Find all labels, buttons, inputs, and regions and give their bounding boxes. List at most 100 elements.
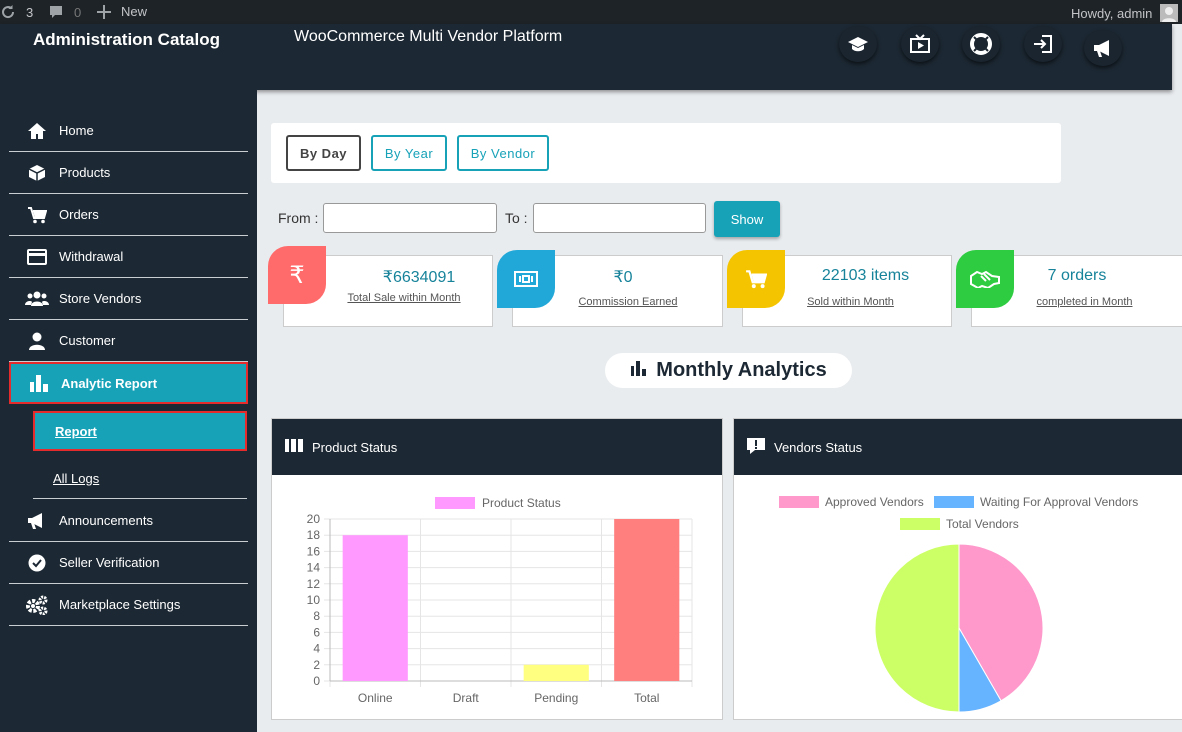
sidebar-item-marketplace-settings[interactable]: Marketplace Settings xyxy=(9,584,248,626)
submenu-item-report[interactable]: Report xyxy=(33,411,247,451)
show-button[interactable]: Show xyxy=(714,201,780,237)
y-tick-label: 18 xyxy=(307,528,321,542)
greeting: Howdy, admin xyxy=(1071,5,1153,21)
bar-chart-icon xyxy=(630,359,648,382)
legend-label: Product Status xyxy=(482,496,561,510)
y-tick-label: 12 xyxy=(307,577,321,591)
y-tick-label: 0 xyxy=(313,674,320,688)
stat-label[interactable]: Total Sale within Month xyxy=(347,292,461,304)
stat-value: 22103 items xyxy=(821,267,910,284)
comments-count: 0 xyxy=(74,4,82,20)
bar-chart-icon xyxy=(25,374,53,392)
x-tick-label: Online xyxy=(358,691,393,705)
legend-swatch xyxy=(435,497,475,509)
tab-by-day[interactable]: By Day xyxy=(286,135,361,171)
stat-label[interactable]: Sold within Month xyxy=(807,296,894,308)
bar xyxy=(614,519,680,681)
x-tick-label: Total xyxy=(634,691,659,705)
graduation-cap-icon[interactable] xyxy=(839,26,877,62)
sidebar-item-label: Seller Verification xyxy=(59,555,160,570)
comment-icon xyxy=(48,4,64,20)
sidebar-item-withdrawal[interactable]: Withdrawal xyxy=(9,236,248,278)
refresh-icon xyxy=(0,4,16,20)
panel-title: Product Status xyxy=(312,439,398,455)
x-tick-label: Draft xyxy=(453,691,480,705)
filter-tabs: By Day By Year By Vendor xyxy=(271,123,1061,183)
video-icon[interactable] xyxy=(901,26,939,62)
home-icon xyxy=(23,122,51,140)
legend-label: Total Vendors xyxy=(946,517,1019,531)
handshake-icon xyxy=(956,250,1014,308)
submenu-item-label: Report xyxy=(55,423,97,439)
pie-slice xyxy=(958,543,1044,702)
megaphone-icon[interactable] xyxy=(1084,30,1122,66)
from-date-input[interactable] xyxy=(323,203,497,233)
product-status-chart: Product Status 0 2 4 6 8 10 12 14 16 18 20 Online Dra… xyxy=(307,496,693,705)
sidebar-item-label: Home xyxy=(59,123,94,138)
sidebar-item-home[interactable]: Home xyxy=(9,110,248,152)
sidebar-item-store-vendors[interactable]: Store Vendors xyxy=(9,278,248,320)
tab-by-vendor[interactable]: By Vendor xyxy=(457,135,549,171)
from-label: From : xyxy=(278,210,319,226)
rupee-icon: ₹ xyxy=(268,246,326,304)
to-date-input[interactable] xyxy=(533,203,706,233)
sidebar-item-seller-verification[interactable]: Seller Verification xyxy=(9,542,248,584)
updates-item[interactable]: 3 xyxy=(0,4,33,20)
sidebar-item-label: Analytic Report xyxy=(61,375,158,391)
sidebar-item-orders[interactable]: Orders xyxy=(9,194,248,236)
stat-value: ₹0 xyxy=(613,269,633,286)
sidebar-item-label: Store Vendors xyxy=(59,291,142,306)
header-subtitle: WooCommerce Multi Vendor Platform xyxy=(294,28,563,45)
sidebar-item-customer[interactable]: Customer xyxy=(9,320,248,362)
new-label: New xyxy=(121,4,148,19)
comments-item[interactable]: 0 xyxy=(48,4,81,20)
legend-swatch xyxy=(900,518,940,530)
brand-title: Administration Catalog xyxy=(33,30,221,49)
sign-out-icon[interactable] xyxy=(1024,26,1062,62)
tab-by-year[interactable]: By Year xyxy=(371,135,447,171)
bar xyxy=(523,664,589,681)
new-item[interactable]: New xyxy=(97,4,147,19)
avatar xyxy=(1160,4,1179,22)
account-menu[interactable]: Howdy, admin xyxy=(1071,4,1179,22)
sidebar-item-products[interactable]: Products xyxy=(9,152,248,194)
stat-label[interactable]: Commission Earned xyxy=(578,296,678,308)
analytics-title: Monthly Analytics xyxy=(656,359,827,381)
pie-slice xyxy=(874,543,960,713)
user-icon xyxy=(23,332,51,350)
y-tick-label: 2 xyxy=(313,658,320,672)
y-tick-label: 20 xyxy=(307,512,321,526)
y-tick-label: 10 xyxy=(307,593,321,607)
y-tick-label: 6 xyxy=(313,625,320,639)
cart-icon xyxy=(23,206,51,224)
y-tick-label: 4 xyxy=(313,642,320,656)
columns-icon xyxy=(284,438,304,457)
analytics-heading: Monthly Analytics xyxy=(605,353,852,388)
header: Administration Catalog WooCommerce Multi… xyxy=(0,24,1172,90)
sidebar-item-label: Announcements xyxy=(59,513,153,528)
plus-icon xyxy=(97,4,111,19)
y-tick-label: 14 xyxy=(307,561,321,575)
updates-count: 3 xyxy=(26,4,34,20)
submenu-item-all-logs[interactable]: All Logs xyxy=(33,459,247,499)
sidebar-item-label: Customer xyxy=(59,333,116,348)
y-tick-label: 8 xyxy=(313,609,320,623)
cogs-icon xyxy=(23,595,51,615)
sidebar-item-analytic-report[interactable]: Analytic Report xyxy=(9,362,248,404)
panel-title: Vendors Status xyxy=(774,439,863,455)
stat-label[interactable]: completed in Month xyxy=(1036,296,1133,308)
sidebar-item-label: Orders xyxy=(59,207,99,222)
lifebuoy-icon[interactable] xyxy=(962,26,1000,62)
stat-value: 7 orders xyxy=(1047,267,1107,284)
panel-header: Vendors Status xyxy=(734,419,1182,475)
sidebar: Home Products Orders Withdrawal Store Ve… xyxy=(0,90,257,732)
money-icon xyxy=(497,250,555,308)
megaphone-icon xyxy=(23,512,51,530)
cart-icon xyxy=(727,250,785,308)
check-circle-icon xyxy=(23,554,51,572)
legend-swatch xyxy=(779,496,819,508)
legend-swatch xyxy=(934,496,974,508)
sidebar-item-announcements[interactable]: Announcements xyxy=(9,500,248,542)
sidebar-item-label: Products xyxy=(59,165,111,180)
stat-value: ₹6634091 xyxy=(382,269,456,286)
